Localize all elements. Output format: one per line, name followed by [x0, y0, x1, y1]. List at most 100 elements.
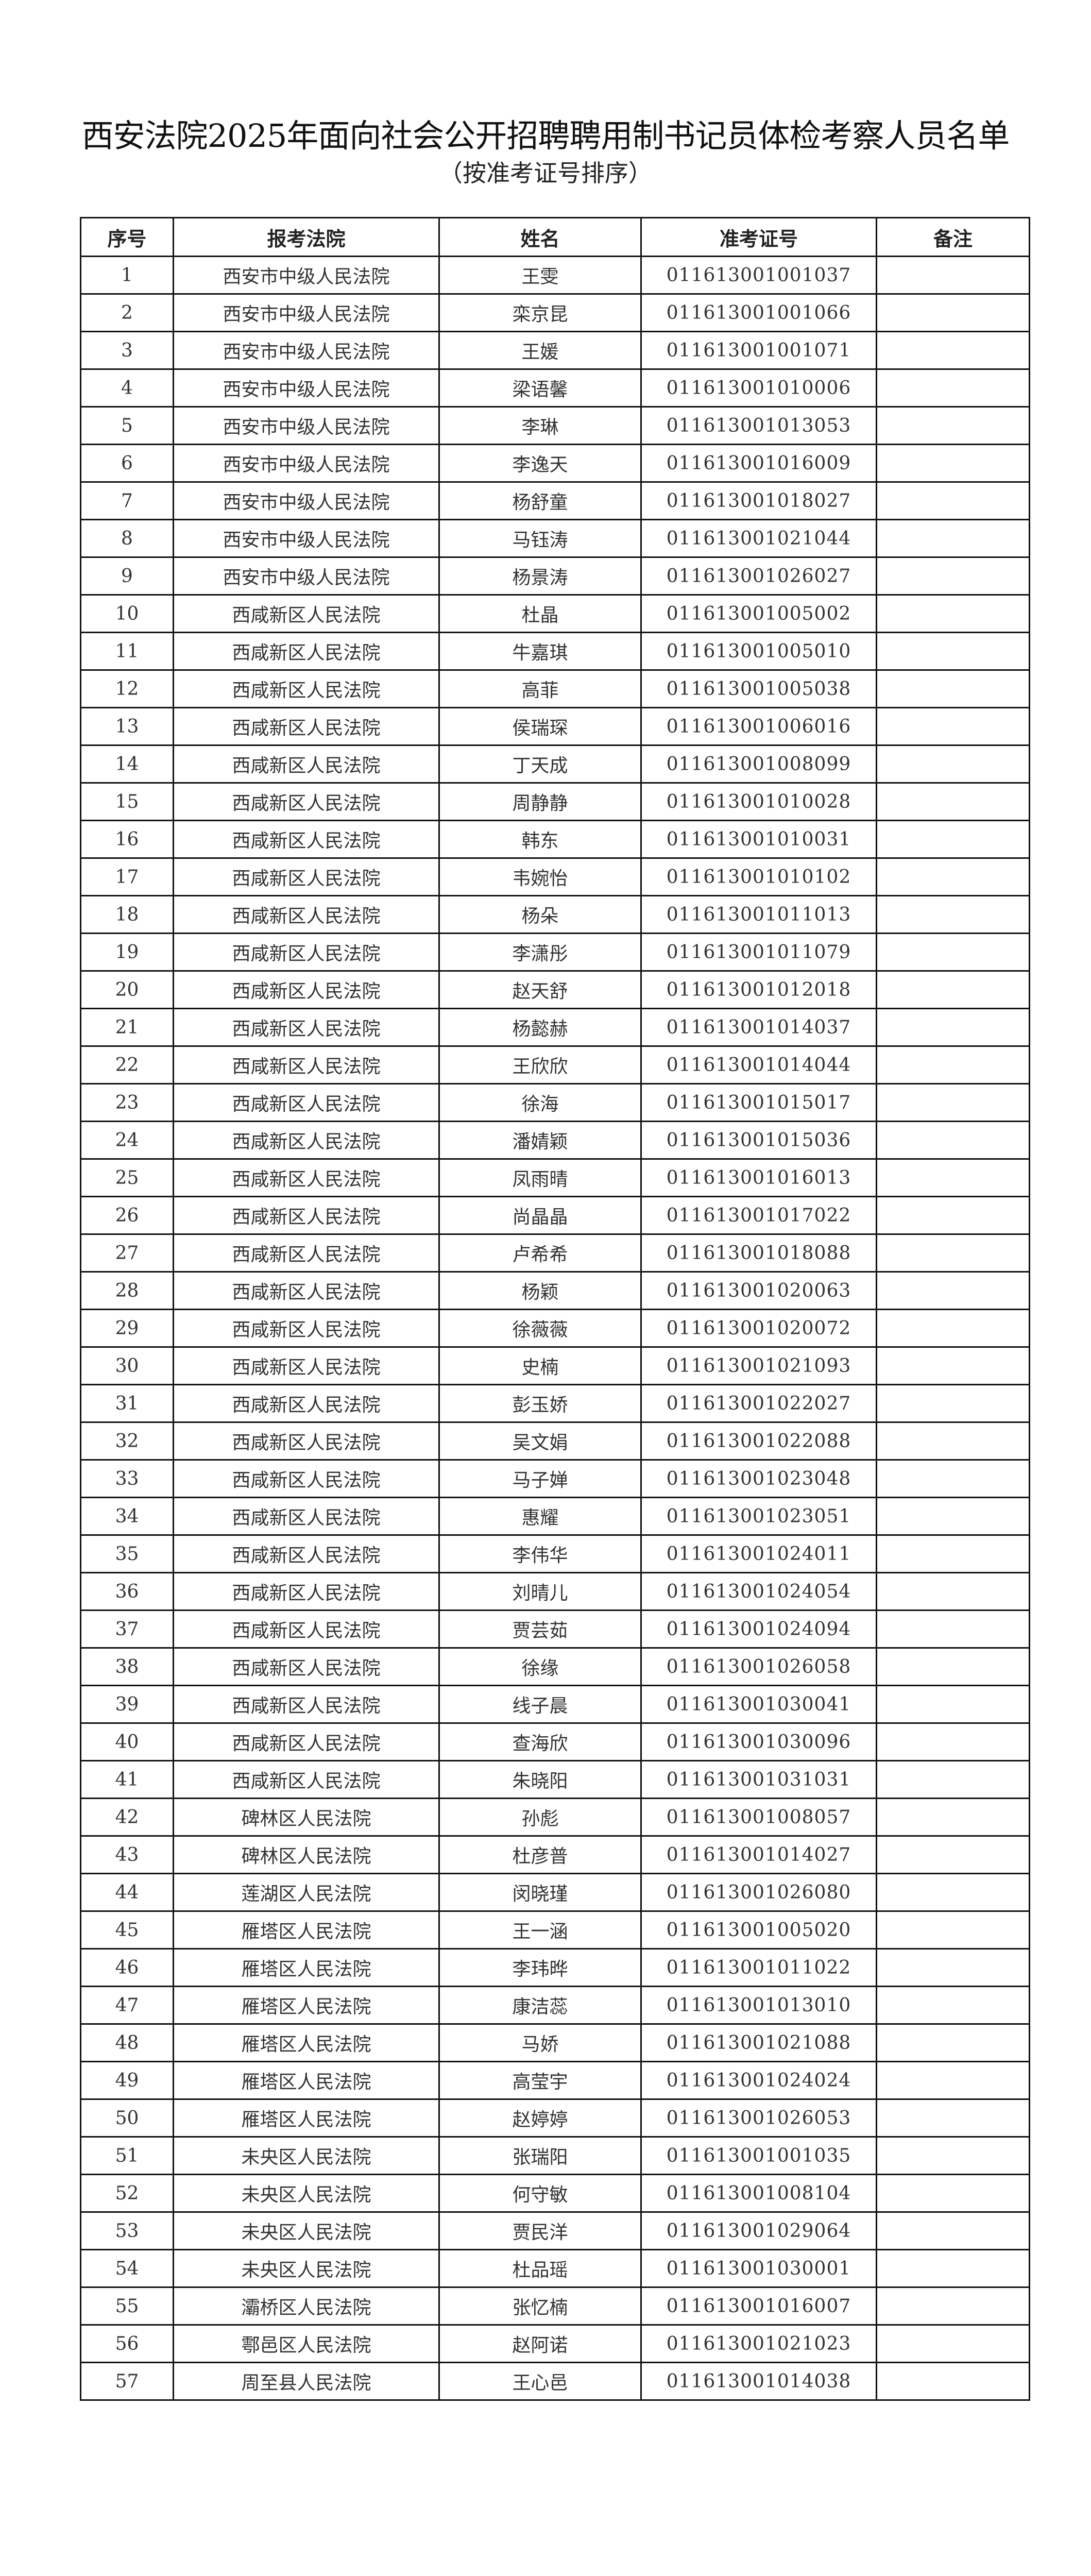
- cell-court: 西咸新区人民法院: [173, 1572, 440, 1611]
- cell-name: 徐薇薇: [438, 1309, 642, 1348]
- cell-exam-id: 011613001008104: [640, 2174, 877, 2213]
- cell-court: 西咸新区人民法院: [173, 1384, 440, 1423]
- cell-court: 西咸新区人民法院: [173, 1158, 440, 1197]
- cell-court: 西咸新区人民法院: [173, 1497, 440, 1536]
- table-row: 37 西咸新区人民法院 贾芸茹 011613001024094: [80, 1609, 1030, 1649]
- cell-exam-id: 011613001001037: [640, 256, 877, 295]
- cell-name: 高菲: [438, 669, 642, 708]
- cell-remarks: [876, 895, 1030, 934]
- cell-index: 38: [80, 1647, 174, 1686]
- table-row: 57 周至县人民法院 王心邑 011613001014038: [80, 2362, 1030, 2401]
- table-row: 7 西安市中级人民法院 杨舒童 011613001018027: [80, 481, 1030, 520]
- table-row: 30 西咸新区人民法院 史楠 011613001021093: [80, 1346, 1030, 1385]
- cell-index: 47: [80, 1986, 174, 2025]
- cell-remarks: [876, 331, 1030, 370]
- cell-name: 栾京昆: [438, 293, 642, 332]
- cell-index: 6: [80, 444, 174, 483]
- cell-remarks: [876, 1008, 1030, 1047]
- cell-remarks: [876, 1609, 1030, 1649]
- cell-name: 吴文娟: [438, 1421, 642, 1461]
- cell-name: 徐缘: [438, 1647, 642, 1686]
- cell-court: 西咸新区人民法院: [173, 1647, 440, 1686]
- cell-court: 西咸新区人民法院: [173, 970, 440, 1009]
- table-row: 54 未央区人民法院 杜品瑶 011613001030001: [80, 2249, 1030, 2288]
- table-row: 29 西咸新区人民法院 徐薇薇 011613001020072: [80, 1309, 1030, 1348]
- cell-court: 雁塔区人民法院: [173, 1948, 440, 1987]
- cell-court: 西咸新区人民法院: [173, 1309, 440, 1348]
- table-row: 11 西咸新区人民法院 牛嘉琪 011613001005010: [80, 632, 1030, 671]
- cell-index: 16: [80, 820, 174, 859]
- cell-index: 56: [80, 2324, 174, 2363]
- cell-exam-id: 011613001023048: [640, 1459, 877, 1498]
- cell-court: 雁塔区人民法院: [173, 1910, 440, 1950]
- cell-index: 25: [80, 1158, 174, 1197]
- table-row: 8 西安市中级人民法院 马钰涛 011613001021044: [80, 519, 1030, 558]
- cell-index: 37: [80, 1609, 174, 1649]
- cell-exam-id: 011613001026058: [640, 1647, 877, 1686]
- cell-exam-id: 011613001015036: [640, 1121, 877, 1160]
- cell-court: 西安市中级人民法院: [173, 481, 440, 520]
- cell-remarks: [876, 2061, 1030, 2100]
- cell-remarks: [876, 1497, 1030, 1536]
- cell-index: 53: [80, 2211, 174, 2250]
- cell-name: 牛嘉琪: [438, 632, 642, 671]
- cell-court: 雁塔区人民法院: [173, 2023, 440, 2062]
- header-court: 报考法院: [173, 217, 440, 257]
- cell-exam-id: 011613001008057: [640, 1798, 877, 1837]
- cell-remarks: [876, 444, 1030, 483]
- cell-remarks: [876, 594, 1030, 633]
- table-row: 17 西咸新区人民法院 韦婉怡 011613001010102: [80, 857, 1030, 896]
- cell-remarks: [876, 744, 1030, 784]
- cell-remarks: [876, 707, 1030, 746]
- table-row: 51 未央区人民法院 张瑞阳 011613001001035: [80, 2136, 1030, 2175]
- cell-index: 11: [80, 632, 174, 671]
- cell-exam-id: 011613001029064: [640, 2211, 877, 2250]
- cell-name: 赵阿诺: [438, 2324, 642, 2363]
- cell-court: 灞桥区人民法院: [173, 2286, 440, 2326]
- cell-name: 李潇彤: [438, 933, 642, 972]
- cell-name: 张瑞阳: [438, 2136, 642, 2175]
- table-row: 23 西咸新区人民法院 徐海 011613001015017: [80, 1083, 1030, 1122]
- cell-index: 35: [80, 1534, 174, 1573]
- table-row: 10 西咸新区人民法院 杜晶 011613001005002: [80, 594, 1030, 633]
- header-index: 序号: [80, 217, 174, 257]
- table-row: 31 西咸新区人民法院 彭玉娇 011613001022027: [80, 1384, 1030, 1423]
- table-header-row: 序号 报考法院 姓名 准考证号 备注: [80, 217, 1030, 257]
- cell-index: 57: [80, 2362, 174, 2401]
- cell-remarks: [876, 857, 1030, 896]
- cell-exam-id: 011613001001066: [640, 293, 877, 332]
- cell-court: 西安市中级人民法院: [173, 293, 440, 332]
- table-row: 48 雁塔区人民法院 马娇 011613001021088: [80, 2023, 1030, 2062]
- cell-name: 杨舒童: [438, 481, 642, 520]
- cell-index: 55: [80, 2286, 174, 2326]
- cell-name: 孙彪: [438, 1798, 642, 1837]
- cell-remarks: [876, 820, 1030, 859]
- cell-remarks: [876, 406, 1030, 445]
- cell-exam-id: 011613001011013: [640, 895, 877, 934]
- cell-remarks: [876, 1910, 1030, 1950]
- cell-index: 9: [80, 556, 174, 596]
- table-row: 9 西安市中级人民法院 杨景涛 011613001026027: [80, 556, 1030, 596]
- cell-name: 王心邑: [438, 2362, 642, 2401]
- cell-exam-id: 011613001010028: [640, 782, 877, 821]
- cell-index: 39: [80, 1685, 174, 1724]
- cell-court: 西咸新区人民法院: [173, 1083, 440, 1122]
- table-row: 34 西咸新区人民法院 惠耀 011613001023051: [80, 1497, 1030, 1536]
- table-row: 27 西咸新区人民法院 卢希希 011613001018088: [80, 1233, 1030, 1273]
- cell-exam-id: 011613001015017: [640, 1083, 877, 1122]
- cell-exam-id: 011613001016013: [640, 1158, 877, 1197]
- cell-court: 西咸新区人民法院: [173, 1609, 440, 1649]
- cell-index: 18: [80, 895, 174, 934]
- cell-name: 张忆楠: [438, 2286, 642, 2326]
- cell-court: 未央区人民法院: [173, 2211, 440, 2250]
- cell-exam-id: 011613001018088: [640, 1233, 877, 1273]
- table-row: 3 西安市中级人民法院 王媛 011613001001071: [80, 331, 1030, 370]
- cell-name: 王媛: [438, 331, 642, 370]
- cell-exam-id: 011613001030041: [640, 1685, 877, 1724]
- cell-name: 贾芸茹: [438, 1609, 642, 1649]
- cell-exam-id: 011613001026053: [640, 2098, 877, 2138]
- table-row: 55 灞桥区人民法院 张忆楠 011613001016007: [80, 2286, 1030, 2326]
- cell-court: 西咸新区人民法院: [173, 933, 440, 972]
- cell-name: 马子婵: [438, 1459, 642, 1498]
- cell-court: 西咸新区人民法院: [173, 857, 440, 896]
